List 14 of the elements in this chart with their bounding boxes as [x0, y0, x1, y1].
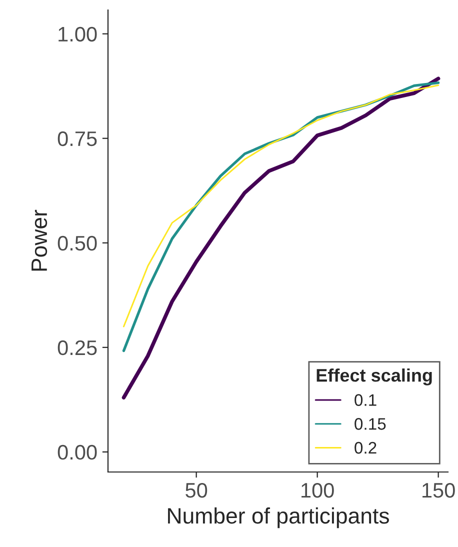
x-tick-label: 100: [302, 482, 334, 498]
x-tick-label: 150: [422, 482, 455, 498]
legend-label: 0.1: [354, 394, 376, 406]
y-tick-label: 0.50: [58, 236, 97, 251]
x-tick-label: 50: [186, 482, 208, 498]
y-tick-label: 0.75: [58, 131, 97, 146]
legend-title: Effect scaling: [316, 368, 432, 386]
legend-label: 0.2: [354, 442, 376, 454]
y-tick-label: 0.25: [58, 340, 97, 356]
x-axis-title: Number of participants: [168, 507, 389, 528]
y-tick-label: 1.00: [58, 26, 97, 42]
y-tick-label: 0.00: [58, 444, 97, 460]
legend-label: 0.15: [354, 418, 386, 430]
y-axis-title: Power: [32, 210, 48, 271]
